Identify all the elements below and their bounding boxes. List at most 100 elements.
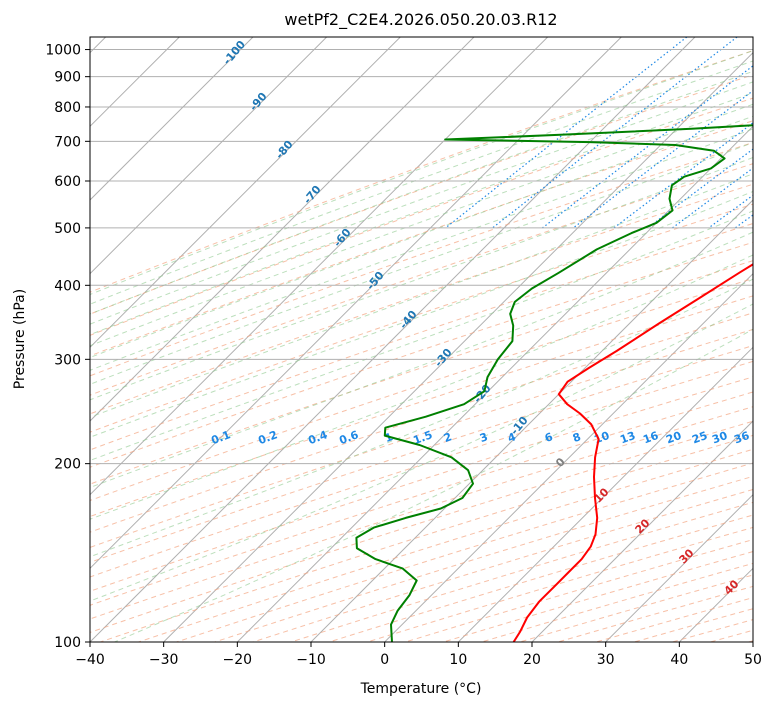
plot-frame (89, 36, 754, 643)
mixing-ratio-label: 30 (710, 429, 729, 447)
mixing-ratio-label: 2 (442, 430, 454, 445)
y-tick-label: 1000 (45, 43, 81, 59)
y-tick-label: 700 (54, 134, 81, 150)
mixing-ratio-line (708, 194, 753, 229)
isotherm (90, 37, 475, 422)
dry-adiabat (90, 360, 753, 578)
mixing-ratio-label: 0.4 (306, 428, 329, 447)
mixing-ratio-label: 8 (571, 430, 583, 445)
dry-adiabat (90, 97, 753, 336)
dry-adiabat-label: -70 (301, 183, 324, 207)
isotherm (384, 272, 753, 642)
dry-adiabat-label: -100 (220, 38, 248, 68)
x-tick-label: 20 (523, 652, 541, 668)
moist-adiabat (90, 50, 753, 296)
dry-adiabat (90, 163, 753, 396)
mixing-ratio-line (572, 89, 753, 229)
mixing-ratio-label: 16 (641, 429, 660, 447)
x-axis-label: Temperature (°C) (360, 681, 482, 697)
x-tick-label: 50 (744, 652, 762, 668)
dry-adiabat-label: -40 (397, 308, 420, 332)
dry-adiabat-label: -90 (247, 90, 270, 114)
mixing-ratio-label: 1.5 (411, 428, 434, 447)
x-tick-label: 10 (449, 652, 467, 668)
x-tick-label: −20 (223, 652, 253, 668)
isotherm (90, 37, 549, 496)
mixing-ratio-line (492, 37, 738, 229)
mixing-ratio-label: 25 (690, 429, 709, 446)
dry-adiabat (90, 222, 753, 451)
dry-adiabat (90, 183, 753, 415)
y-tick-label: 800 (54, 100, 81, 116)
isotherm (90, 37, 328, 275)
mixing-ratio-line (672, 167, 753, 229)
mixing-ratio-label: 36 (732, 429, 751, 447)
y-tick-label: 600 (54, 174, 81, 190)
x-axis: −40 −30 −20 −10 0 10 20 30 40 50 (75, 642, 762, 668)
x-tick-label: −10 (296, 652, 326, 668)
y-tick-label: 500 (54, 221, 81, 237)
moist-adiabat (90, 70, 753, 315)
moist-adiabat (90, 142, 753, 385)
mixing-ratio-line (734, 214, 753, 229)
mixing-ratio-label: 4 (506, 430, 518, 445)
mixing-ratio-label: 0.2 (256, 428, 279, 447)
moist-adiabat (90, 278, 753, 558)
dry-adiabat (90, 278, 753, 502)
dry-adiabat (90, 141, 753, 377)
mixing-ratio-label: 3 (478, 430, 490, 445)
dry-adiabat (90, 260, 753, 485)
y-tick-label: 300 (54, 352, 81, 368)
isotherm (163, 51, 753, 642)
dry-adiabat (100, 434, 753, 642)
isotherm (752, 641, 753, 642)
dry-adiabat-label: -50 (364, 269, 387, 293)
dry-adiabat (557, 585, 753, 642)
isotherm (90, 37, 401, 349)
mixing-ratio-label: 6 (543, 430, 555, 445)
dry-adiabat (90, 120, 753, 357)
moist-adiabat (90, 156, 753, 401)
mixing-ratio-label: 0.6 (337, 428, 360, 447)
moist-adiabat (90, 92, 753, 336)
dry-adiabat (90, 376, 753, 592)
moist-adiabat (90, 254, 753, 520)
isotherm (90, 37, 696, 642)
dry-adiabat (90, 345, 753, 563)
x-tick-label: 30 (597, 652, 615, 668)
dewpoint-line (355, 124, 753, 642)
mixing-ratio-line (542, 65, 753, 229)
dry-adiabat (90, 312, 753, 533)
y-tick-label: 400 (54, 278, 81, 294)
moist-adiabat-label: 0 (553, 455, 568, 470)
background-lines (90, 37, 753, 642)
y-axis-label: Pressure (hPa) (12, 289, 28, 389)
moist-adiabat (90, 60, 753, 305)
moist-adiabat (90, 115, 753, 359)
dry-adiabat (90, 203, 753, 433)
y-tick-label: 100 (54, 635, 81, 651)
temperature-line (512, 263, 753, 642)
dry-adiabat-label: -60 (331, 226, 354, 250)
isotherm (457, 346, 753, 642)
moist-adiabat (90, 128, 753, 371)
y-axis: 1000 900 800 700 600 500 400 300 200 100 (45, 43, 90, 651)
moist-adiabat (90, 81, 753, 325)
x-tick-label: −40 (75, 652, 105, 668)
isotherm (90, 37, 254, 201)
mixing-ratio-label: 20 (664, 429, 683, 447)
moist-adiabat (90, 173, 753, 418)
isotherm (531, 420, 753, 642)
dry-adiabat (90, 391, 753, 606)
dry-adiabat (90, 295, 753, 518)
mixing-ratio-label: 13 (618, 429, 637, 446)
moist-adiabat-label: 30 (677, 546, 697, 566)
isotherm (605, 493, 753, 642)
mixing-ratio-label: 0.1 (209, 428, 232, 447)
isotherm (236, 125, 753, 642)
x-tick-label: −30 (149, 652, 179, 668)
dry-adiabat (519, 574, 753, 642)
dry-adiabat (90, 241, 753, 468)
dry-adiabat (90, 50, 753, 293)
